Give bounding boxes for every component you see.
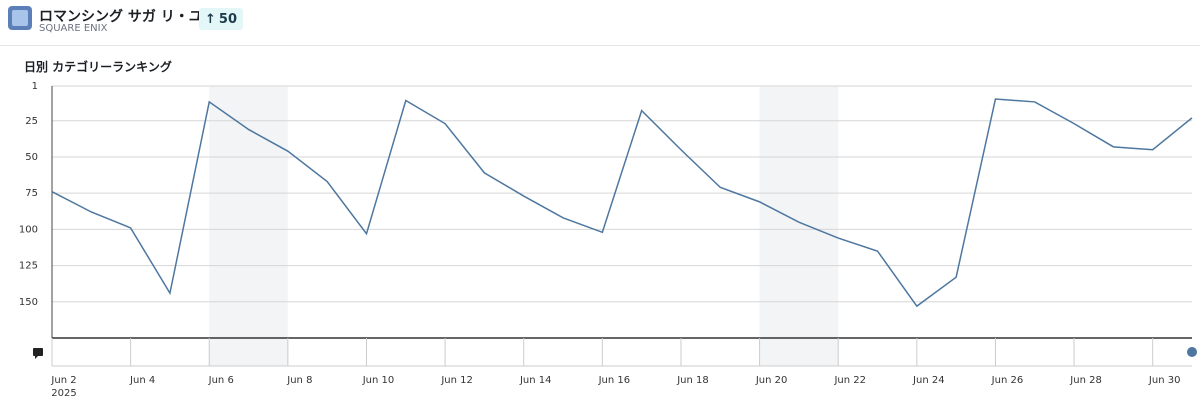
badge-value: 50 (218, 11, 237, 27)
y-tick-label: 75 (25, 188, 38, 199)
week-shade (759, 86, 839, 366)
chart-title: 日別 カテゴリーランキング (24, 60, 172, 74)
x-tick-label: Jun 26 (991, 375, 1024, 386)
x-tick-label: Jun 16 (598, 375, 631, 386)
x-tick-label: Jun 12 (440, 375, 473, 386)
up-arrow: ↑ (205, 11, 216, 27)
x-tick-label: Jun 2 (50, 375, 76, 386)
x-tick-label: Jun 10 (362, 375, 395, 386)
x-tick-label: Jun 4 (129, 375, 155, 386)
x-tick-label: Jun 22 (833, 375, 866, 386)
y-tick-label: 1 (32, 81, 38, 92)
publisher: SQUARE ENIX (39, 23, 108, 34)
x-tick-label: Jun 24 (912, 375, 945, 386)
x-tick-label: Jun 20 (755, 375, 788, 386)
y-tick-label: 50 (25, 152, 38, 163)
line-series (51, 98, 1193, 308)
divider (0, 45, 1200, 46)
comment-icon[interactable] (33, 348, 43, 359)
y-tick-label: 150 (19, 297, 38, 308)
range-handle[interactable] (1187, 347, 1197, 357)
rank-badge: ↑ 50 (199, 8, 243, 30)
app-title[interactable]: ロマンシング サガ リ・ユ... (39, 9, 219, 25)
x-tick-label: Jun 18 (676, 375, 709, 386)
y-tick-label: 100 (19, 224, 38, 235)
x-tick-label: Jun 14 (519, 375, 552, 386)
week-shade (209, 86, 288, 366)
y-tick-label: 25 (25, 116, 38, 127)
x-tick-label: Jun 28 (1069, 375, 1102, 386)
y-tick-label: 125 (19, 261, 38, 272)
x-tick-label: Jun 6 (208, 375, 234, 386)
x-tick-label: Jun 8 (286, 375, 312, 386)
x-tick-label: Jun 30 (1148, 375, 1181, 386)
year-label: 2025 (51, 388, 76, 399)
app-icon-art (12, 10, 28, 26)
